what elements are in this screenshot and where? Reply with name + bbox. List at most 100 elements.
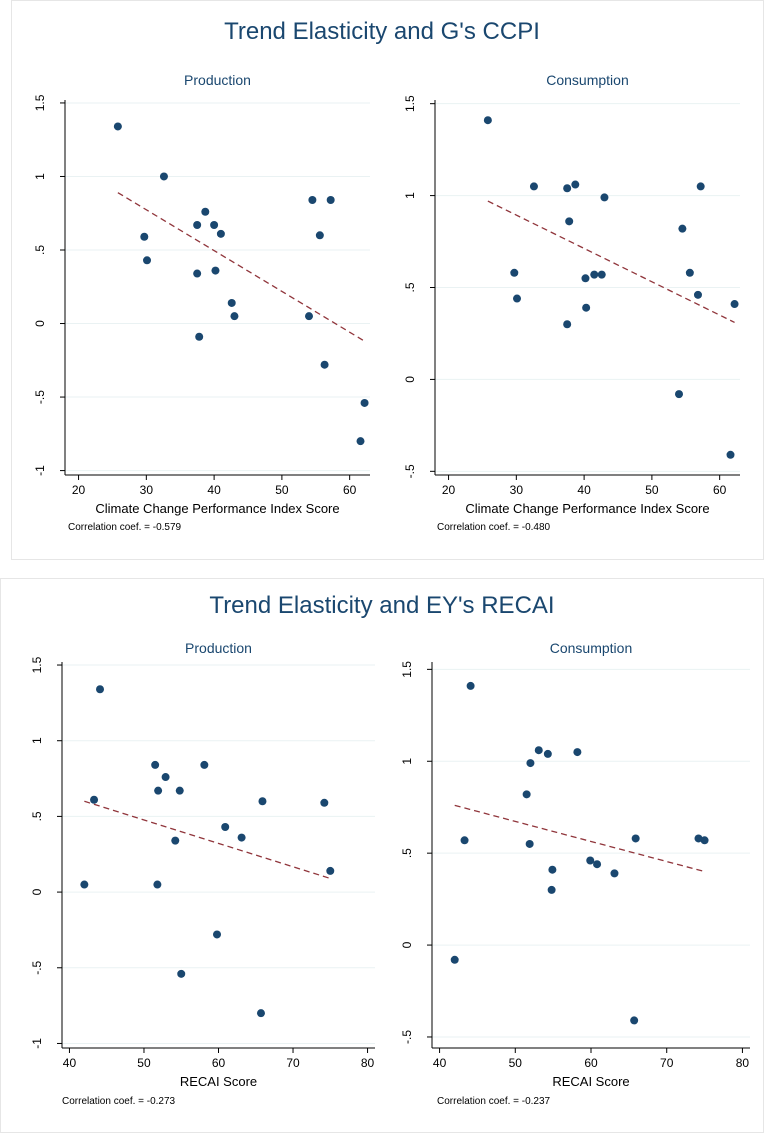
data-point [582,303,591,312]
data-point [193,269,202,278]
ccpi-figure: Trend Elasticity and G's CCPI -1 -.5 0 .5 1 1… [0,0,764,560]
data-point [590,270,599,279]
recai-consumption-plot: -.5 0 .5 1 1.5 40 50 60 70 80 Consumption RECAI Sco… [400,640,750,1107]
ccpi-production-plot: -1 -.5 0 .5 1 1.5 20 30 40 50 60 Production Climate … [33,72,370,533]
x-tick-label: 60 [343,483,357,497]
data-point [563,320,572,329]
data-point [360,398,369,407]
recai-figure: Trend Elasticity and EY's RECAI -1 -.5 0 .5… [0,578,764,1133]
data-point [143,256,152,265]
data-point [547,885,556,894]
y-tick-label: -1 [30,1038,44,1049]
correlation-note: Correlation coef. = -0.237 [437,1096,551,1107]
data-point [630,1016,639,1025]
x-axis-label: RECAI Score [552,1074,629,1089]
data-point [221,822,230,831]
data-point [308,196,317,204]
x-tick-label: 50 [645,483,659,497]
panel-title: Production [184,72,251,88]
data-point [525,839,534,848]
figure-title: Trend Elasticity and EY's RECAI [209,592,555,619]
data-point [543,749,552,758]
x-tick-label: 50 [137,1056,151,1070]
data-point [685,268,694,277]
data-point [227,298,236,307]
data-point [151,760,160,769]
y-tick-label: 0 [400,941,414,948]
data-point [193,221,202,229]
x-tick-label: 40 [63,1056,77,1070]
x-axis-label: Climate Change Performance Index Score [95,501,339,516]
x-tick-label: 40 [207,483,221,497]
y-tick-label: 1.5 [33,94,47,111]
x-tick-label: 70 [660,1056,674,1070]
data-point [526,759,535,768]
data-point [522,790,531,799]
y-tick-label: 0 [33,320,47,327]
y-tick-label: 1.5 [400,661,414,678]
data-point [315,231,324,240]
data-point [154,786,163,795]
fit-line [84,800,331,880]
data-point [694,834,703,843]
panel-title: Consumption [546,72,629,88]
y-tick-label: -.5 [400,1030,414,1044]
figure-title: Trend Elasticity and G's CCPI [224,18,540,45]
data-point [326,866,335,875]
x-tick-label: 30 [510,483,524,497]
data-point [256,1009,265,1018]
data-point [161,773,170,782]
data-point [305,312,313,321]
correlation-note: Correlation coef. = -0.480 [437,522,551,533]
data-point [177,969,186,978]
data-point [696,182,705,191]
panel-title: Consumption [550,640,633,656]
x-tick-label: 50 [509,1056,523,1070]
data-point [513,294,522,303]
data-point [597,270,606,279]
data-point [610,869,619,878]
data-point [216,229,225,238]
data-point [175,786,184,795]
data-point [195,332,204,341]
y-tick-label: 1.5 [30,656,44,673]
data-point [693,290,702,299]
y-tick-label: .5 [403,282,417,292]
data-point [80,880,89,889]
data-point [571,180,580,189]
y-tick-label: -.5 [403,464,417,478]
x-tick-label: 60 [584,1056,598,1070]
data-point [113,122,122,131]
x-tick-label: 40 [577,483,591,497]
x-tick-label: 20 [72,483,86,497]
data-point [211,266,220,275]
x-axis-label: RECAI Score [180,1074,257,1089]
fit-line [454,804,705,873]
x-tick-label: 80 [736,1056,750,1070]
x-tick-label: 70 [286,1056,300,1070]
data-point [483,116,492,125]
y-tick-label: 1.5 [403,95,417,112]
y-tick-label: 0 [30,888,44,895]
data-point [230,312,239,321]
y-tick-label: 0 [403,376,417,383]
y-tick-label: -1 [33,465,47,476]
data-point [326,196,335,204]
data-point [320,798,329,807]
data-point [581,274,590,283]
data-point [210,221,219,229]
data-point [675,390,683,399]
data-point [510,268,519,277]
y-tick-label: 1 [400,758,414,765]
y-tick-label: 1 [403,192,417,199]
x-tick-label: 80 [361,1056,375,1070]
data-point [586,856,595,865]
data-point [631,834,640,843]
data-point [466,681,475,690]
data-point [237,833,246,842]
y-tick-label: 1 [30,737,44,744]
data-point [213,930,222,939]
x-tick-label: 60 [713,483,727,497]
data-point [730,300,739,309]
fit-line [117,192,365,342]
